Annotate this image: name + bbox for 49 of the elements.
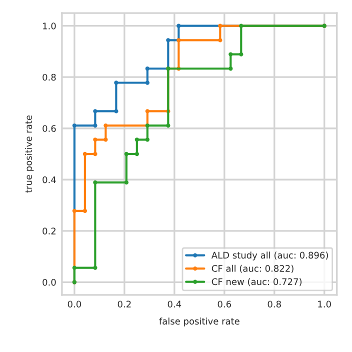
point	[166, 123, 170, 128]
point	[176, 24, 181, 28]
point	[145, 66, 150, 71]
point	[218, 38, 222, 42]
x-tick-label: 0.4	[168, 300, 182, 308]
point	[114, 109, 118, 114]
point	[228, 52, 233, 56]
y-tick-label: 0.4	[42, 176, 56, 184]
x-tick-label: 1.0	[318, 300, 331, 308]
y-tick-label: 0.6	[42, 125, 56, 132]
point	[93, 152, 98, 156]
point	[82, 152, 88, 156]
point	[239, 52, 244, 56]
point	[93, 123, 98, 128]
point	[145, 80, 150, 85]
y-tick-label: 0.0	[42, 278, 56, 286]
point	[239, 24, 244, 28]
point	[124, 180, 129, 185]
x-tick-label: 0.2	[118, 300, 131, 308]
point	[93, 180, 98, 185]
point	[72, 266, 77, 270]
x-tick-label: 0.6	[218, 300, 232, 308]
point	[104, 138, 108, 142]
point	[93, 266, 98, 270]
point	[82, 208, 88, 213]
point	[72, 123, 77, 128]
y-axis-title: true positive rate	[24, 115, 34, 193]
point	[104, 123, 108, 128]
point	[134, 152, 140, 156]
point	[228, 66, 233, 71]
x-axis-title: false positive rate	[159, 318, 240, 326]
y-tick-label: 1.0	[43, 22, 56, 30]
x-tick-label: 0.0	[68, 300, 82, 308]
point	[166, 38, 170, 42]
point	[145, 138, 150, 142]
y-tick-label: 0.2	[42, 228, 56, 234]
legend-label: CF all (auc: 0.822)	[212, 264, 294, 273]
point	[124, 152, 129, 156]
point	[93, 109, 98, 114]
legend-label: CF new (auc: 0.727)	[212, 278, 302, 286]
point	[134, 138, 140, 142]
y-tick-label: 0.8	[42, 74, 56, 81]
legend-label: ALD study all (auc: 0.896)	[211, 252, 328, 260]
x-tick-label: 0.8	[268, 300, 281, 308]
point	[218, 24, 222, 28]
point	[93, 138, 98, 142]
point	[114, 80, 118, 85]
point	[145, 109, 150, 114]
point	[72, 208, 77, 213]
